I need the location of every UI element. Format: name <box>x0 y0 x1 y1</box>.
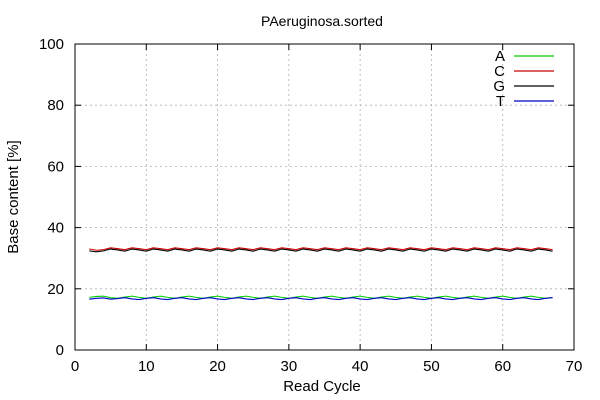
series-line-C <box>89 247 553 251</box>
series-lines <box>89 247 553 301</box>
legend-label-A: A <box>495 48 505 65</box>
plot-frame <box>74 43 575 351</box>
y-tick-label: 40 <box>47 220 64 237</box>
x-tick-label: 70 <box>566 358 583 375</box>
x-tick-label: 0 <box>71 358 79 375</box>
axis-ticks: 0 20 40 60 80 100 0 10 20 30 40 50 60 70 <box>39 36 582 375</box>
x-tick-label: 60 <box>494 358 511 375</box>
x-axis-label: Read Cycle <box>283 378 361 395</box>
y-axis-label: Base content [%] <box>5 140 22 253</box>
x-tick-label: 30 <box>281 358 298 375</box>
series-line-T <box>89 297 553 301</box>
x-tick-label: 20 <box>209 358 226 375</box>
legend-label-C: C <box>494 63 505 80</box>
y-tick-label: 100 <box>39 36 64 53</box>
x-tick-label: 50 <box>423 358 440 375</box>
y-tick-label: 20 <box>47 281 64 298</box>
chart-title: PAeruginosa.sorted <box>261 13 383 29</box>
x-tick-label: 40 <box>352 358 369 375</box>
x-tick-label: 10 <box>138 358 155 375</box>
legend-label-G: G <box>493 78 505 95</box>
y-tick-label: 0 <box>56 342 64 359</box>
legend-label-T: T <box>496 93 505 110</box>
y-tick-label: 60 <box>47 158 64 175</box>
series-line-G <box>89 248 553 253</box>
y-tick-label: 80 <box>47 97 64 114</box>
